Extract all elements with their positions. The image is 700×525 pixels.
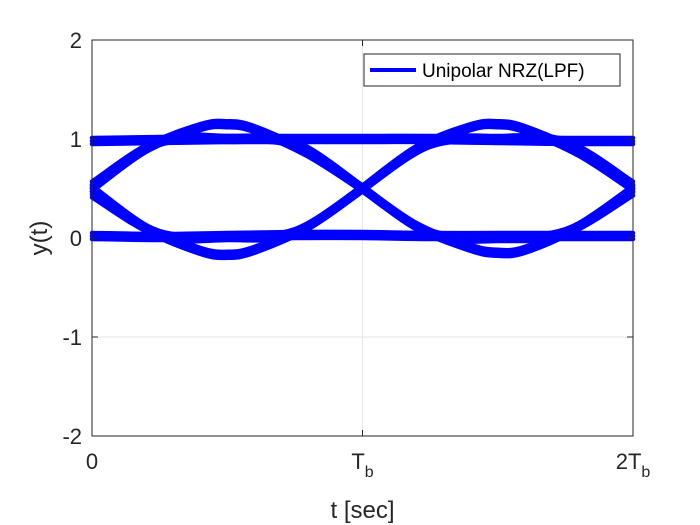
x-tick-label-main: 2T xyxy=(616,449,642,474)
eye-trace xyxy=(89,183,365,238)
eye-trace xyxy=(360,186,636,241)
data-traces xyxy=(89,118,636,261)
y-tick-label: 2 xyxy=(70,28,82,53)
eye-trace xyxy=(89,186,365,241)
x-axis-label: t [sec] xyxy=(330,497,394,524)
x-tick-label: 0 xyxy=(86,449,98,474)
y-tick-label: -1 xyxy=(62,325,82,350)
eye-trace xyxy=(89,132,365,188)
x-tick-label-main: T xyxy=(351,449,364,474)
x-tick-label-subscript: b xyxy=(641,464,650,481)
y-axis-label: y(t) xyxy=(26,221,53,256)
eye-trace xyxy=(360,183,636,238)
eye-trace xyxy=(89,135,365,191)
eye-trace xyxy=(360,132,636,188)
y-tick-label: -2 xyxy=(62,424,82,449)
eye-trace xyxy=(89,138,365,194)
legend: Unipolar NRZ(LPF) xyxy=(363,53,621,87)
legend-label: Unipolar NRZ(LPF) xyxy=(422,61,585,82)
x-tick-label: Tb xyxy=(351,449,373,481)
y-tick-label: 1 xyxy=(70,127,82,152)
eye-trace xyxy=(360,135,636,191)
eye-trace xyxy=(89,189,365,244)
eye-trace xyxy=(360,138,636,194)
x-tick-label-main: 0 xyxy=(86,449,98,474)
y-tick-label: 0 xyxy=(70,226,82,251)
x-tick-label-subscript: b xyxy=(365,464,374,481)
x-tick-label: 2Tb xyxy=(616,449,651,481)
eye-trace xyxy=(360,189,636,244)
